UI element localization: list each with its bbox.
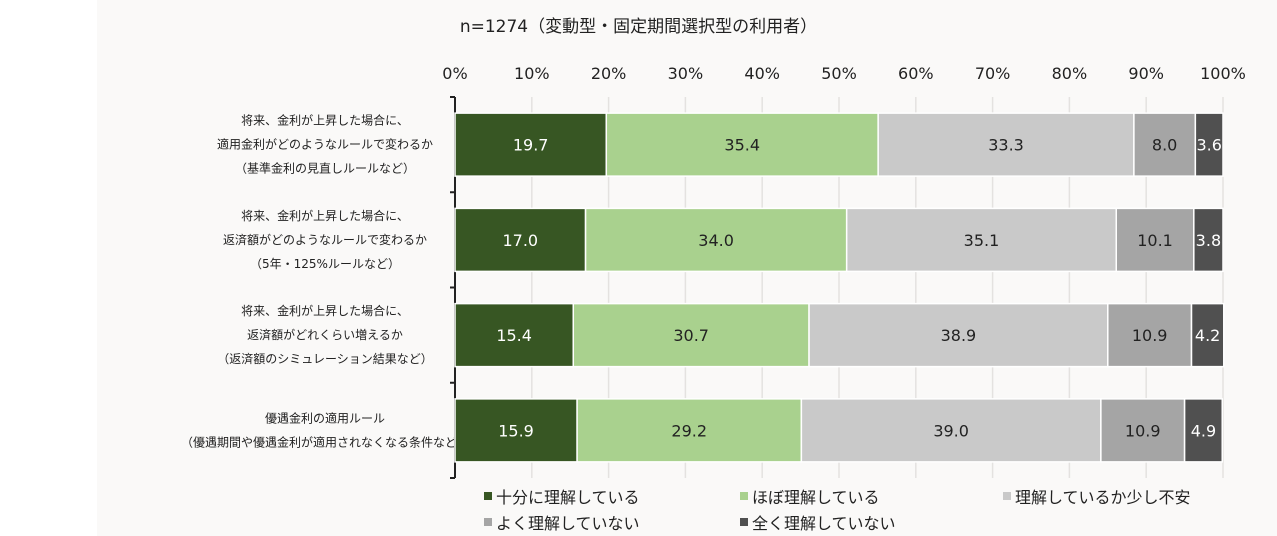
category-label: 将来、金利が上昇した場合に、 (241, 113, 409, 128)
x-tick-label: 90% (1128, 64, 1164, 83)
category-label: （基準金利の見直しルールなど） (235, 161, 415, 176)
category-label: （優遇期間や優遇金利が適用されなくなる条件など） (181, 434, 469, 449)
legend-label: 理解しているか少し不安 (1015, 488, 1191, 507)
data-label: 39.0 (933, 421, 969, 440)
bar-segment (1133, 112, 1197, 177)
data-label: 34.0 (698, 231, 734, 250)
category-label: （返済額のシミュレーション結果など） (217, 351, 433, 366)
x-tick-label: 50% (821, 64, 857, 83)
x-tick-label: 10% (514, 64, 550, 83)
category-label: 返済額がどれくらい増えるか (247, 327, 403, 342)
data-label: 3.8 (1196, 231, 1221, 250)
legend-swatch (740, 518, 748, 526)
legend-item: 十分に理解している (484, 484, 640, 508)
data-label: 17.0 (502, 231, 538, 250)
bar-segment (1115, 207, 1195, 273)
category-label: 将来、金利が上昇した場合に、 (241, 303, 409, 318)
data-label: 35.1 (964, 231, 1000, 250)
category-label: 返済額がどのようなルールで変わるか (223, 232, 427, 247)
data-label: 30.7 (673, 326, 709, 345)
legend-swatch (1003, 492, 1011, 500)
data-label: 10.1 (1137, 231, 1173, 250)
bar-segment (877, 112, 1135, 177)
x-tick-label: 80% (1052, 64, 1088, 83)
bar-segment (1190, 302, 1225, 368)
data-label: 3.6 (1196, 136, 1221, 155)
data-label: 19.7 (513, 136, 549, 155)
data-label: 8.0 (1152, 136, 1177, 155)
x-tick-label: 60% (898, 64, 934, 83)
bar-segment (808, 302, 1109, 368)
data-label: 33.3 (988, 136, 1024, 155)
category-label: 優遇金利の適用ルール (265, 410, 385, 425)
legend-swatch (740, 492, 748, 500)
bar-segment (1194, 112, 1224, 177)
bar-segment (1183, 398, 1223, 463)
legend-swatch (484, 518, 492, 526)
data-label: 29.2 (671, 421, 707, 440)
bar-segment (845, 207, 1117, 273)
data-label: 4.2 (1195, 326, 1220, 345)
data-label: 4.9 (1191, 421, 1216, 440)
legend-label: ほぼ理解している (752, 488, 880, 507)
category-label: （5年・125%ルールなど） (250, 257, 400, 271)
data-label: 35.4 (724, 136, 760, 155)
data-label: 10.9 (1132, 326, 1168, 345)
chart-title: n=1274（変動型・固定期間選択型の利用者） (459, 17, 818, 37)
bar-segment (454, 302, 575, 368)
bar-segment (800, 398, 1102, 463)
bar-segment (1100, 398, 1186, 463)
x-tick-label: 100% (1200, 64, 1246, 83)
bar-segment (454, 112, 608, 177)
bar-segment (572, 302, 810, 368)
legend-label: 十分に理解している (496, 488, 640, 507)
x-tick-label: 30% (668, 64, 704, 83)
bar-segment (605, 112, 879, 177)
legend-item: ほぼ理解している (740, 484, 880, 508)
x-tick-label: 40% (744, 64, 780, 83)
data-label: 38.9 (941, 326, 977, 345)
x-tick-label: 20% (591, 64, 627, 83)
data-label: 15.4 (496, 326, 532, 345)
bar-segment (1107, 302, 1193, 368)
legend-item: よく理解していない (484, 510, 640, 534)
bar-segment (584, 207, 848, 273)
x-tick-label: 70% (975, 64, 1011, 83)
data-label: 10.9 (1125, 421, 1161, 440)
legend-item: 理解しているか少し不安 (1003, 484, 1191, 508)
legend-item: 全く理解していない (740, 510, 896, 534)
legend-swatch (484, 492, 492, 500)
category-label: 将来、金利が上昇した場合に、 (241, 208, 409, 223)
legend-label: 全く理解していない (752, 514, 896, 533)
category-label: 適用金利がどのようなルールで変わるか (217, 137, 433, 152)
data-label: 15.9 (498, 421, 534, 440)
x-tick-label: 0% (442, 64, 467, 83)
legend-label: よく理解していない (496, 514, 640, 533)
bar-segment (454, 398, 578, 463)
bar-segment (1193, 207, 1224, 273)
